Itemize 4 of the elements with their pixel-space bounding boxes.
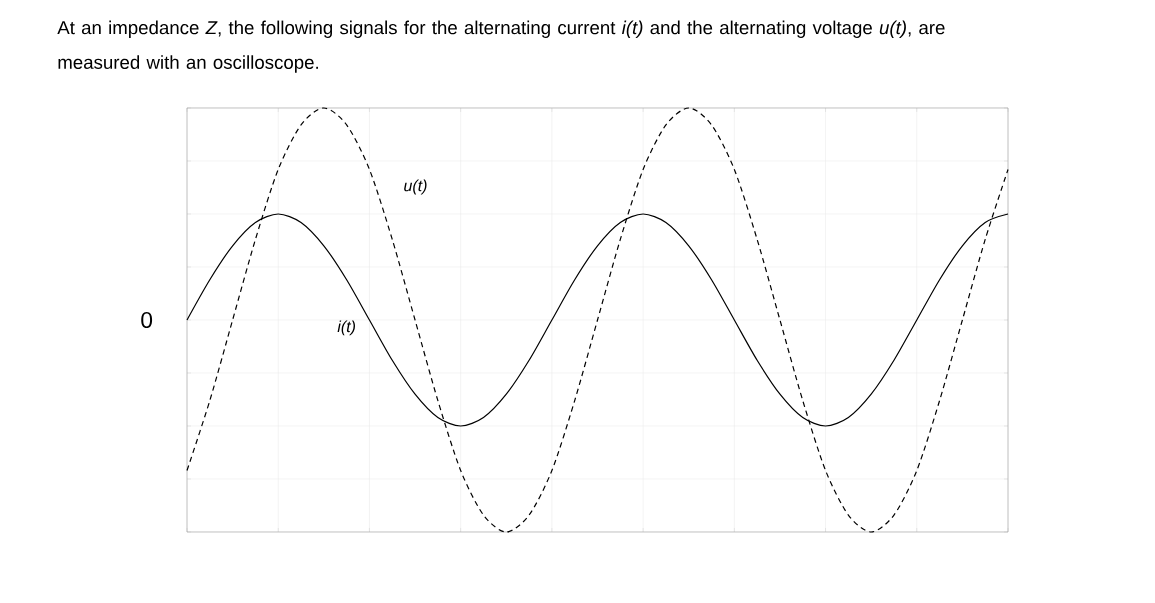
text: 0: [141, 311, 153, 329]
series-label: i(t): [337, 320, 356, 336]
chart-title: At an impedance Z, the following signals for the alternating current i(t) and the alternating voltage u(t), are measured with an oscilloscope.: [57, 20, 945, 73]
series-label: u(t): [404, 179, 427, 195]
